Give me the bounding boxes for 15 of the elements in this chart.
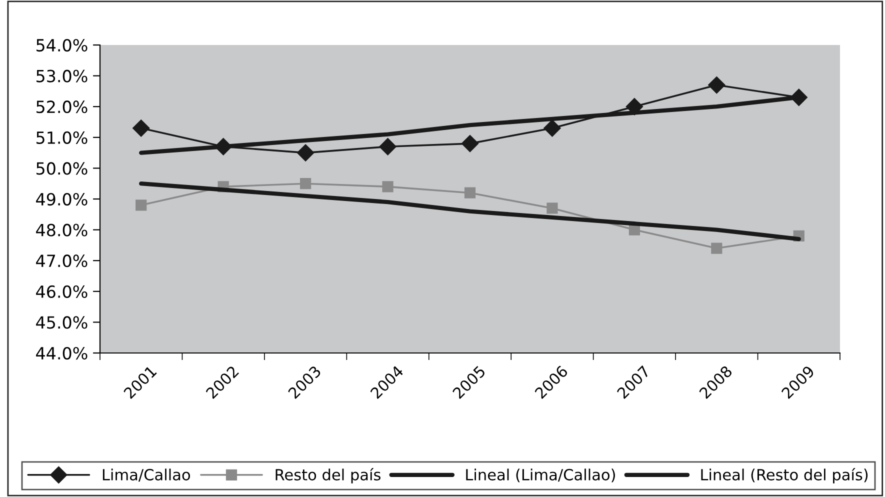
y-tick-label: 51.0% [36,131,88,144]
y-tick-label: 47.0% [36,254,88,268]
y-tick-label: 52.0% [36,100,88,114]
y-tick-label: 48.0% [36,224,88,236]
legend-label: Resto del país [276,468,380,484]
legend-label: Lineal (Lima/Callao) [466,468,615,482]
legend-label: Lima/Callao [102,468,190,482]
y-tick-label: 53.0% [36,70,88,82]
y-tick-label: 49.0% [36,192,88,206]
y-tick-label: 45.0% [36,316,88,329]
legend-label: Lineal (Resto del país) [701,468,868,484]
y-tick-label: 54.0% [36,38,88,52]
y-tick-label: 50.0% [36,162,88,175]
y-tick-label: 44.0% [36,346,88,360]
y-tick-label: 46.0% [36,285,88,298]
